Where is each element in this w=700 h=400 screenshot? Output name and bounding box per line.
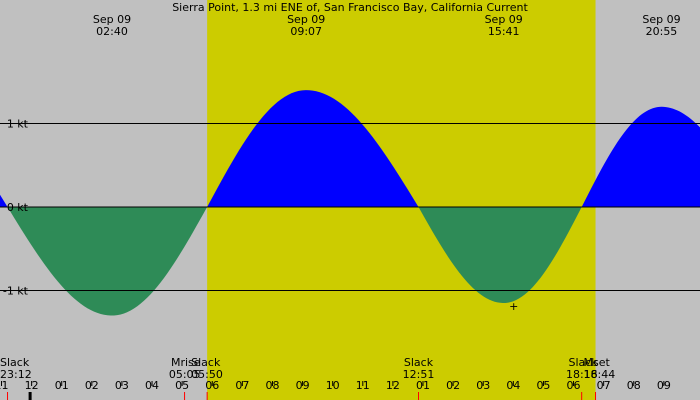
flood-area-4 [581, 106, 700, 207]
current-marker: + [509, 300, 518, 313]
hour-tick-label-3: 02 [85, 379, 99, 392]
hour-tick-label-5: 04 [145, 379, 159, 392]
hour-tick-label-13: 12 [386, 379, 400, 392]
hour-tick-label-12: 11 [356, 379, 370, 392]
hour-tick-label-19: 06 [567, 379, 581, 392]
chart-title: Sierra Point, 1.3 mi ENE of, San Francis… [172, 1, 528, 14]
y-tick-label-2: -1 kt [3, 285, 29, 298]
event-label-2: Slack [191, 356, 221, 369]
event-time-2: 05:50 [191, 368, 223, 381]
hour-tick-label-7: 06 [205, 379, 219, 392]
hour-tick-label-15: 02 [446, 379, 460, 392]
event-time-1: 05:05 [169, 368, 201, 381]
top-label-time-3: 20:55 [646, 25, 678, 38]
hour-tick-label-18: 05 [536, 379, 550, 392]
event-label-3: Slack [404, 356, 434, 369]
hour-tick-label-22: 09 [657, 379, 671, 392]
hour-tick-label-17: 04 [506, 379, 520, 392]
hour-tick-label-14: 01 [416, 379, 430, 392]
event-label-5: Mset [584, 356, 611, 369]
hour-tick-label-6: 05 [175, 379, 189, 392]
top-label-time-2: 15:41 [488, 25, 520, 38]
hour-tick-label-8: 07 [235, 379, 249, 392]
event-label-1: Mrise [171, 356, 201, 369]
events-group: Slack23:12Mrise05:05Slack05:50Slack12:51… [0, 356, 615, 381]
event-time-5: 18:44 [584, 368, 616, 381]
hour-tick-label-1: 12 [25, 379, 39, 392]
y-tick-label-0: 1 kt [7, 118, 29, 131]
event-label-4: Slack [568, 356, 598, 369]
now-marker [28, 392, 32, 400]
flood-area-0 [0, 194, 8, 207]
hour-tick-label-4: 03 [115, 379, 129, 392]
y-tick-label-1: 0 kt [7, 201, 29, 214]
hour-tick-label-0: 11 [0, 379, 9, 392]
marker-group: + [509, 300, 518, 313]
y-grid-group: 1 kt 0 kt -1 kt [0, 118, 700, 298]
ebb-area-1 [7, 207, 208, 316]
top-label-date-1: Sep 09 [287, 13, 325, 26]
ebb-area-3 [418, 207, 582, 304]
hour-tick-label-20: 07 [597, 379, 611, 392]
hour-ticks-group: 11 12 01 02 03 04 05 06 07 08 09 10 11 12 01 02 03 04 05 06… [0, 379, 671, 400]
event-time-4: 18:16 [566, 368, 598, 381]
event-time-0: 23:12 [0, 368, 32, 381]
top-label-date-3: Sep 09 [642, 13, 680, 26]
hour-tick-label-9: 08 [265, 379, 279, 392]
hour-tick-label-10: 09 [296, 379, 310, 392]
hour-tick-label-11: 10 [326, 379, 340, 392]
event-time-3: 12:51 [403, 368, 435, 381]
top-label-date-0: Sep 09 [93, 13, 131, 26]
top-label-time-1: 09:07 [290, 25, 322, 38]
hour-tick-label-21: 08 [627, 379, 641, 392]
hour-tick-label-16: 03 [476, 379, 490, 392]
top-label-date-2: Sep 09 [485, 13, 523, 26]
hour-tick-label-2: 01 [55, 379, 69, 392]
event-label-0: Slack [0, 356, 30, 369]
top-label-time-0: 02:40 [96, 25, 128, 38]
flood-area-2 [207, 90, 419, 207]
current-area-group [0, 90, 700, 316]
